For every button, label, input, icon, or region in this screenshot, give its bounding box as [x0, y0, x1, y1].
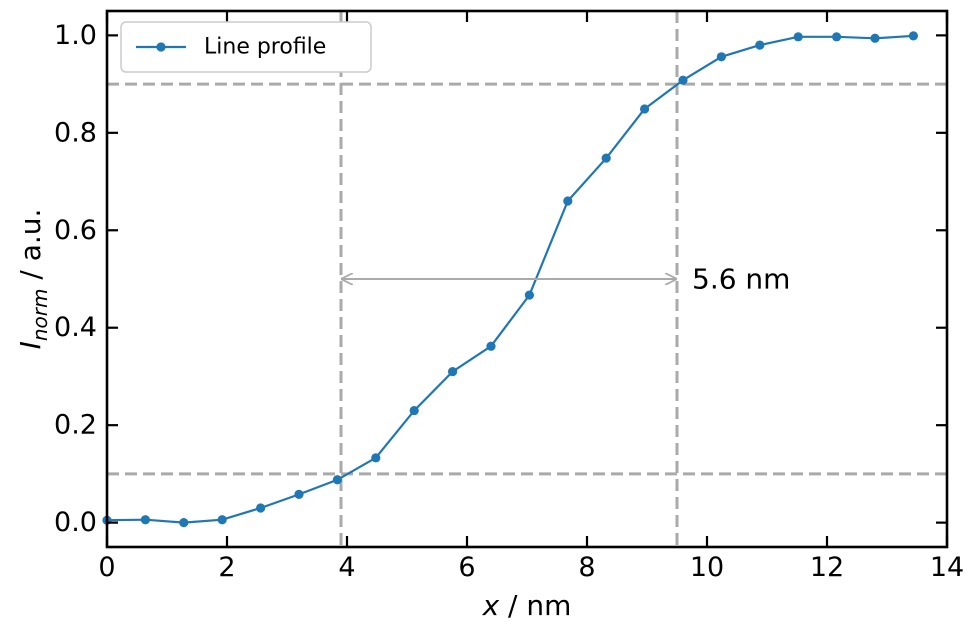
- x-tick-label: 2: [218, 552, 235, 583]
- data-point: [294, 489, 304, 499]
- y-tick-label: 0.4: [54, 312, 97, 343]
- y-tick-label: 0.6: [54, 215, 97, 246]
- y-tick-label: 0.0: [54, 507, 97, 538]
- data-point: [870, 33, 880, 43]
- x-axis-title: x / nm: [482, 589, 572, 622]
- data-point: [371, 453, 381, 463]
- x-tick-label: 0: [98, 552, 115, 583]
- x-tick-label: 6: [458, 552, 475, 583]
- data-point: [217, 515, 227, 525]
- data-point: [908, 31, 919, 41]
- data-point: [832, 32, 842, 42]
- x-tick-label: 12: [810, 552, 844, 583]
- data-point: [486, 341, 496, 351]
- y-axis-title: Inorm / a.u.: [14, 209, 52, 350]
- y-tick-label: 1.0: [54, 20, 97, 51]
- data-point: [793, 32, 803, 42]
- reference-lines: [107, 11, 947, 547]
- annotation-layer: 5.6 nm: [341, 263, 790, 296]
- data-point: [409, 405, 419, 416]
- data-point: [332, 475, 342, 485]
- data-point: [256, 503, 266, 513]
- series-line-0: [106, 34, 914, 524]
- axes-border: [105, 9, 949, 549]
- legend-label: Line profile: [204, 35, 326, 60]
- data-point: [563, 196, 573, 206]
- data-point: [716, 52, 727, 62]
- y-tick-label: 0.2: [54, 410, 97, 441]
- x-tick-label: 4: [338, 552, 355, 583]
- legend-box: [120, 21, 372, 73]
- axis-ticks: 0 2 4 6 8 10 12 14 0.0 0.2 0.4 0.6 0.8 1.0: [54, 11, 964, 583]
- data-point: [678, 75, 688, 85]
- data-point: [524, 290, 535, 300]
- axis-labels: x / nm Inorm / a.u.: [14, 209, 571, 622]
- series-layer: [102, 31, 919, 528]
- data-point: [640, 104, 650, 114]
- x-tick-label: 10: [690, 552, 724, 583]
- data-point: [448, 366, 458, 377]
- legend-marker-swatch: [156, 42, 166, 52]
- y-tick-label: 0.8: [54, 117, 97, 148]
- axes-frame: [105, 9, 949, 549]
- data-point: [179, 518, 189, 528]
- data-point: [755, 40, 765, 50]
- x-tick-label: 14: [930, 552, 964, 583]
- x-tick-label: 8: [578, 552, 595, 583]
- legend: Line profile: [120, 21, 372, 73]
- data-point: [601, 153, 611, 163]
- width-annotation-label: 5.6 nm: [692, 263, 790, 296]
- data-point: [140, 515, 150, 525]
